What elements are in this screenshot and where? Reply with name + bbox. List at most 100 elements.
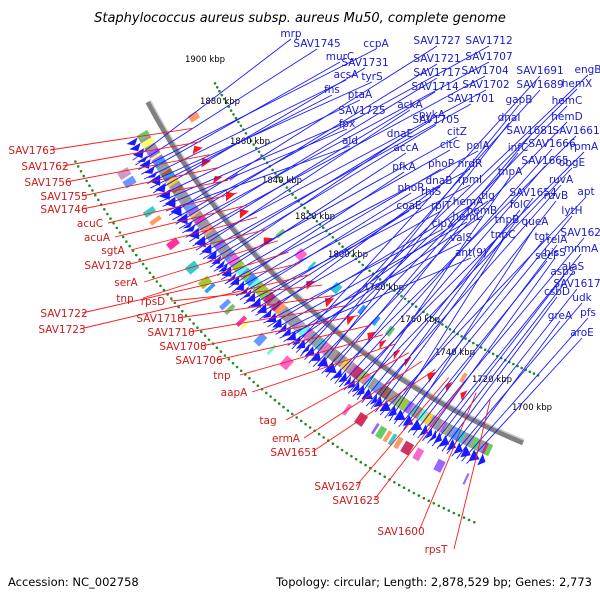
forward-gene-label[interactable]: gapB bbox=[506, 94, 533, 106]
forward-gene-label[interactable]: hisS bbox=[544, 247, 566, 259]
forward-gene-label[interactable]: coaE bbox=[396, 200, 421, 212]
forward-gene-label[interactable]: mrp bbox=[280, 28, 302, 40]
forward-gene-label[interactable]: SAV1705 bbox=[412, 114, 459, 126]
forward-gene-label[interactable]: infC bbox=[508, 142, 529, 154]
forward-gene-label[interactable]: hemL bbox=[452, 211, 481, 223]
forward-gene-label[interactable]: apt bbox=[577, 186, 594, 198]
forward-gene-label[interactable]: hemC bbox=[552, 95, 583, 107]
forward-gene-label[interactable]: SAV1666 bbox=[528, 138, 576, 150]
forward-gene-label[interactable]: greA bbox=[548, 310, 573, 322]
reverse-gene-label[interactable]: SAV1651 bbox=[270, 447, 317, 459]
forward-gene-label[interactable]: alaS bbox=[562, 261, 585, 273]
reverse-gene-label[interactable]: SAV1746 bbox=[40, 204, 88, 216]
forward-gene-label[interactable]: phoP bbox=[428, 158, 454, 170]
forward-gene-label[interactable]: ccpA bbox=[363, 38, 389, 50]
forward-gene-label[interactable]: ackA bbox=[397, 99, 423, 111]
reverse-gene-label[interactable]: SAV1706 bbox=[175, 355, 223, 367]
forward-gene-label[interactable]: dnaE bbox=[387, 128, 413, 140]
forward-gene-label[interactable]: tyrS bbox=[361, 71, 383, 83]
forward-gene-label[interactable]: hemX bbox=[562, 78, 593, 90]
forward-gene-label[interactable]: ald bbox=[342, 135, 358, 147]
forward-gene-label[interactable]: pfs bbox=[580, 307, 596, 319]
reverse-gene-label[interactable]: SAV1718 bbox=[136, 313, 183, 325]
forward-gene-label[interactable]: ant(9) bbox=[455, 247, 487, 259]
reverse-gene-label[interactable]: SAV1723 bbox=[38, 324, 85, 336]
reverse-gene-label[interactable]: ermA bbox=[272, 433, 301, 445]
forward-gene-label[interactable]: tig bbox=[481, 190, 495, 202]
reverse-gene-label[interactable]: SAV1623 bbox=[332, 495, 379, 507]
reverse-gene-label[interactable]: SAV1722 bbox=[40, 308, 87, 320]
forward-gene-label[interactable]: clpX bbox=[432, 218, 455, 230]
forward-gene-label[interactable]: SAV1707 bbox=[465, 51, 512, 63]
reverse-gene-label[interactable]: serA bbox=[114, 277, 138, 289]
reverse-gene-label[interactable]: tag bbox=[259, 415, 276, 427]
reverse-gene-label[interactable]: rpsT bbox=[425, 544, 448, 556]
forward-gene-label[interactable]: SAV1617 bbox=[553, 278, 600, 290]
forward-gene-label[interactable]: lytH bbox=[561, 205, 582, 217]
forward-gene-label[interactable]: SAV1701 bbox=[447, 93, 494, 105]
forward-gene-label[interactable]: ruvA bbox=[549, 174, 574, 186]
forward-gene-label[interactable]: SAV1712 bbox=[465, 35, 512, 47]
forward-gene-label[interactable]: SAV1714 bbox=[411, 81, 459, 93]
reverse-gene-label[interactable]: sgtA bbox=[101, 245, 125, 257]
forward-gene-label[interactable]: hemD bbox=[551, 111, 582, 123]
forward-gene-label[interactable]: secF bbox=[535, 250, 559, 262]
forward-gene-label[interactable]: SAV1704 bbox=[461, 65, 509, 77]
reverse-gene-label[interactable]: tnp bbox=[213, 370, 231, 382]
forward-gene-label[interactable]: engB bbox=[575, 64, 600, 76]
forward-gene-label[interactable]: citC bbox=[440, 139, 460, 151]
forward-gene-label[interactable]: fpx bbox=[339, 118, 356, 130]
forward-gene-label[interactable]: SAV1691 bbox=[516, 65, 563, 77]
forward-gene-label[interactable]: SAV1661 bbox=[552, 125, 599, 137]
forward-gene-label[interactable]: pfkA bbox=[392, 161, 416, 173]
forward-gene-label[interactable]: rpmI bbox=[458, 174, 482, 186]
reverse-gene-label[interactable]: SAV1728 bbox=[84, 260, 131, 272]
forward-gene-label[interactable]: murC bbox=[326, 51, 355, 63]
reverse-gene-label[interactable]: acuC bbox=[77, 218, 103, 230]
forward-gene-label[interactable]: SAV1731 bbox=[341, 57, 388, 69]
forward-gene-label[interactable]: mnmA bbox=[564, 243, 599, 255]
forward-gene-label[interactable]: SAV1727 bbox=[413, 35, 460, 47]
forward-gene-label[interactable]: SAV1702 bbox=[462, 79, 509, 91]
forward-gene-label[interactable]: SAV1654 bbox=[509, 187, 557, 199]
forward-gene-label[interactable]: folC bbox=[510, 199, 530, 211]
forward-gene-label[interactable]: rplT bbox=[431, 200, 452, 212]
forward-gene-label[interactable]: tgt bbox=[535, 231, 550, 243]
reverse-gene-label[interactable]: SAV1708 bbox=[159, 341, 206, 353]
forward-gene-label[interactable]: queA bbox=[522, 216, 550, 228]
forward-gene-label[interactable]: ptaA bbox=[348, 89, 373, 101]
forward-gene-label[interactable]: aspS bbox=[550, 266, 576, 278]
forward-gene-label[interactable]: hemA bbox=[453, 196, 484, 208]
forward-gene-label[interactable]: phoR bbox=[397, 182, 424, 194]
forward-gene-label[interactable]: SAV1745 bbox=[293, 38, 340, 50]
reverse-gene-label[interactable]: SAV1627 bbox=[314, 481, 361, 493]
forward-gene-label[interactable]: tnpA bbox=[498, 166, 523, 178]
forward-gene-label[interactable]: dnaB bbox=[426, 175, 453, 187]
forward-gene-label[interactable]: SAV1665 bbox=[521, 155, 568, 167]
reverse-gene-label[interactable]: acuA bbox=[84, 232, 111, 244]
forward-gene-label[interactable]: pykA bbox=[419, 109, 446, 121]
forward-gene-label[interactable]: SAV1628 bbox=[560, 227, 600, 239]
forward-gene-label[interactable]: nrdR bbox=[458, 158, 483, 170]
forward-gene-label[interactable]: citZ bbox=[447, 126, 467, 138]
forward-gene-label[interactable]: fhs bbox=[324, 84, 340, 96]
forward-gene-label[interactable]: valS bbox=[450, 232, 473, 244]
forward-gene-label[interactable]: acsA bbox=[334, 69, 360, 81]
reverse-gene-label[interactable]: SAV1600 bbox=[377, 526, 424, 538]
reverse-gene-label[interactable]: aapA bbox=[221, 387, 249, 399]
forward-gene-label[interactable]: accA bbox=[393, 142, 419, 154]
forward-gene-label[interactable]: dnaI bbox=[498, 112, 521, 124]
forward-gene-label[interactable]: obgE bbox=[559, 157, 585, 169]
forward-gene-label[interactable]: SAV1725 bbox=[338, 105, 385, 117]
forward-gene-label[interactable]: SAV1721 bbox=[413, 53, 460, 65]
forward-gene-label[interactable]: hemB bbox=[467, 205, 498, 217]
forward-gene-label[interactable]: rhlS bbox=[421, 186, 442, 198]
forward-gene-label[interactable]: relA bbox=[547, 234, 568, 246]
forward-gene-label[interactable]: SAV1689 bbox=[516, 79, 563, 91]
reverse-gene-label[interactable]: SAV1755 bbox=[40, 191, 87, 203]
forward-gene-label[interactable]: csbD bbox=[544, 286, 570, 298]
forward-gene-label[interactable]: tnpB bbox=[495, 214, 520, 226]
forward-gene-label[interactable]: rpmA bbox=[570, 141, 599, 153]
forward-gene-label[interactable]: tnpC bbox=[491, 229, 516, 241]
forward-gene-label[interactable]: SAV1681 bbox=[506, 125, 553, 137]
